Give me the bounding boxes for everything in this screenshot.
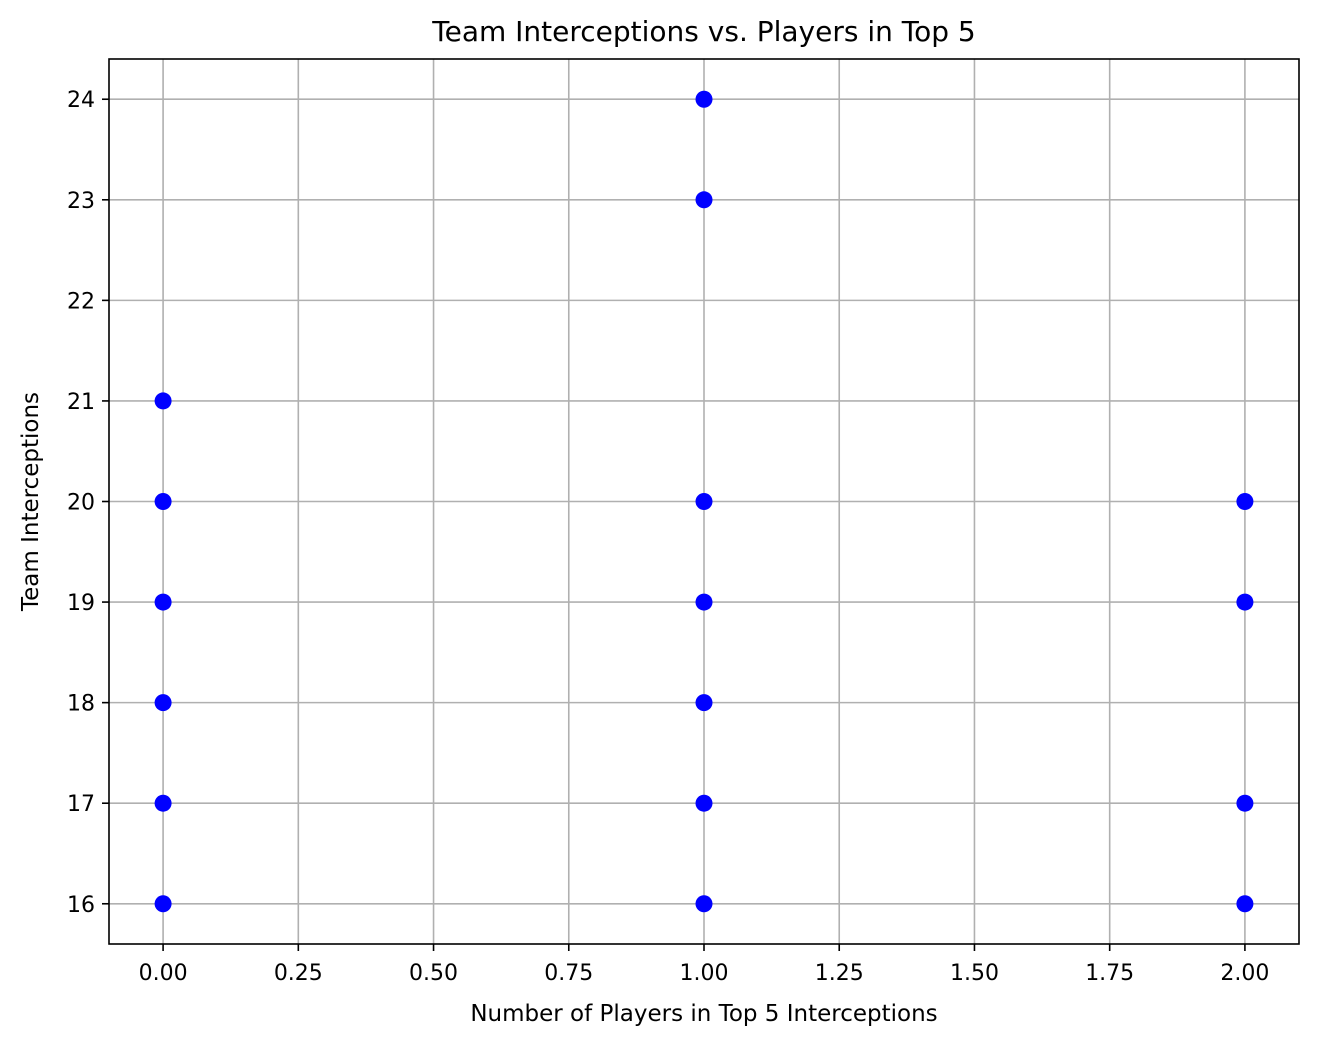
data-point xyxy=(154,694,172,712)
data-point xyxy=(695,493,713,510)
y-axis-label: Team Interceptions xyxy=(18,392,44,612)
x-tick-label: 1.00 xyxy=(680,961,729,986)
data-point xyxy=(1236,493,1254,510)
data-points xyxy=(154,90,1254,913)
x-tick-label: 0.75 xyxy=(544,961,593,986)
data-point xyxy=(695,593,713,611)
y-tick-label: 22 xyxy=(67,289,95,314)
data-point xyxy=(154,493,172,510)
y-tick-label: 21 xyxy=(67,390,95,415)
y-tick-label: 17 xyxy=(67,792,95,817)
y-tick-label: 20 xyxy=(67,491,95,516)
y-tick-label: 18 xyxy=(67,692,95,717)
data-point xyxy=(1236,794,1254,812)
x-tick-label: 0.00 xyxy=(139,961,188,986)
data-point xyxy=(154,392,172,410)
y-tick-label: 23 xyxy=(67,189,95,214)
x-tick-label: 1.75 xyxy=(1085,961,1134,986)
x-tick-label: 0.50 xyxy=(409,961,458,986)
data-point xyxy=(695,895,713,913)
data-point xyxy=(154,794,172,812)
data-point xyxy=(1236,593,1254,611)
x-axis-label: Number of Players in Top 5 Interceptions xyxy=(470,1001,937,1027)
chart-title: Team Interceptions vs. Players in Top 5 xyxy=(431,15,976,48)
x-tick-label: 1.50 xyxy=(950,961,999,986)
x-tick-label: 2.00 xyxy=(1220,961,1269,986)
data-point xyxy=(695,191,713,209)
y-tick-label: 19 xyxy=(67,591,95,616)
y-tick-label: 16 xyxy=(67,893,95,918)
x-tick-label: 1.25 xyxy=(815,961,864,986)
data-point xyxy=(695,694,713,712)
y-tick-label: 24 xyxy=(67,88,95,113)
axis-ticks: 0.00 0.25 0.50 0.75 1.00 1.25 1.50 1.75 2.00 16 17… xyxy=(67,88,1269,986)
data-point xyxy=(695,794,713,812)
data-point xyxy=(695,90,713,108)
data-point xyxy=(154,593,172,611)
x-tick-label: 0.25 xyxy=(274,961,323,986)
data-point xyxy=(1236,895,1254,913)
data-point xyxy=(154,895,172,913)
